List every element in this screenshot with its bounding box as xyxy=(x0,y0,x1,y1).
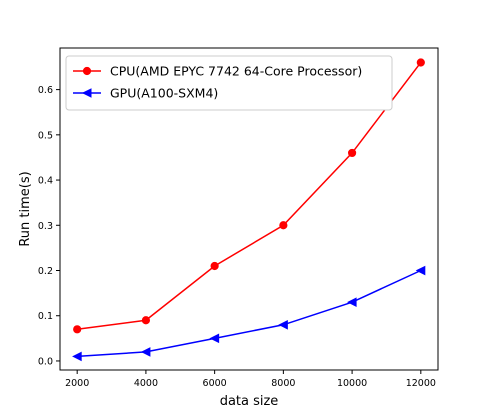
cpu-data-point xyxy=(73,325,82,334)
gpu-legend-marker xyxy=(81,88,92,98)
x-axis-title: data size xyxy=(220,394,279,409)
y-tick-label: 0.0 xyxy=(38,356,53,367)
cpu-data-point xyxy=(210,261,219,271)
y-tick-label: 0.2 xyxy=(38,266,53,277)
y-tick-label: 0.4 xyxy=(38,176,53,187)
y-tick-label: 0.1 xyxy=(38,311,53,322)
x-tick-label: 10000 xyxy=(337,378,367,389)
plot-area-frame xyxy=(59,47,439,371)
x-tick-label: 6000 xyxy=(203,378,227,389)
y-tick-label: 0.3 xyxy=(38,221,53,232)
cpu-series-line xyxy=(77,62,422,331)
gpu-series-line xyxy=(77,269,422,358)
y-tick-label: 0.6 xyxy=(38,85,53,96)
gpu-legend-label: GPU(A100-SXM4) xyxy=(110,86,218,101)
x-tick-label: 12000 xyxy=(406,378,436,389)
gpu-data-point xyxy=(72,351,82,362)
gpu-data-point xyxy=(140,347,151,357)
legend-box xyxy=(65,55,393,111)
x-tick-label: 8000 xyxy=(271,378,295,389)
gpu-data-point xyxy=(346,297,357,307)
gpu-data-point xyxy=(209,333,220,344)
gpu-data-point xyxy=(278,319,288,330)
cpu-series xyxy=(73,58,425,334)
cpu-data-point xyxy=(347,148,357,158)
gpu-data-point xyxy=(415,265,426,276)
x-tick-label: 4000 xyxy=(134,378,158,389)
y-axis-title: Run time(s) xyxy=(18,171,33,246)
x-tick-label: 2000 xyxy=(65,378,89,389)
y-axis-ticks: 0.0 0.1 0.2 0.3 0.4 0.5 0.6 xyxy=(38,85,60,367)
gpu-series xyxy=(72,265,426,362)
cpu-legend-label: CPU(AMD EPYC 7742 64-Core Processor) xyxy=(110,64,362,79)
cpu-data-point xyxy=(416,58,425,67)
y-tick-label: 0.5 xyxy=(38,130,53,141)
legend: CPU(AMD EPYC 7742 64-Core Processor) GPU(… xyxy=(65,55,393,111)
cpu-legend-marker xyxy=(82,66,92,76)
x-axis-ticks: 2000 4000 6000 8000 10000 12000 xyxy=(65,370,436,389)
cpu-data-point xyxy=(279,221,288,230)
cpu-data-point xyxy=(141,316,151,325)
series-layer xyxy=(72,58,426,362)
